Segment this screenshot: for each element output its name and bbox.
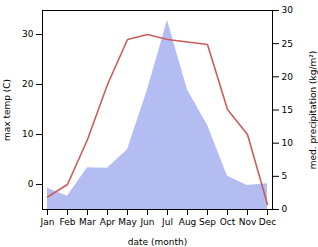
svg-text:20: 20 bbox=[282, 72, 294, 82]
svg-text:date (month): date (month) bbox=[128, 237, 187, 247]
svg-text:Apr: Apr bbox=[100, 217, 116, 227]
svg-text:5: 5 bbox=[282, 171, 288, 181]
svg-text:Jan: Jan bbox=[40, 217, 55, 227]
svg-text:30: 30 bbox=[22, 29, 34, 39]
svg-text:Dec: Dec bbox=[259, 217, 276, 227]
svg-text:10: 10 bbox=[22, 129, 34, 139]
svg-text:Mar: Mar bbox=[79, 217, 96, 227]
svg-text:Jun: Jun bbox=[139, 217, 154, 227]
svg-text:10: 10 bbox=[282, 138, 294, 148]
svg-text:0: 0 bbox=[282, 204, 288, 214]
svg-text:Aug: Aug bbox=[179, 217, 197, 227]
svg-text:Oct: Oct bbox=[220, 217, 236, 227]
svg-text:Jul: Jul bbox=[161, 217, 173, 227]
svg-text:med. precipitation (kg/m²): med. precipitation (kg/m²) bbox=[308, 51, 318, 170]
svg-text:25: 25 bbox=[282, 39, 293, 49]
svg-text:Nov: Nov bbox=[239, 217, 257, 227]
svg-text:May: May bbox=[118, 217, 137, 227]
svg-text:20: 20 bbox=[22, 79, 34, 89]
svg-text:Feb: Feb bbox=[60, 217, 76, 227]
svg-text:0: 0 bbox=[28, 179, 34, 189]
svg-text:Sep: Sep bbox=[199, 217, 216, 227]
svg-text:15: 15 bbox=[282, 105, 293, 115]
svg-text:30: 30 bbox=[282, 5, 294, 15]
svg-text:max temp (C): max temp (C) bbox=[2, 79, 12, 141]
